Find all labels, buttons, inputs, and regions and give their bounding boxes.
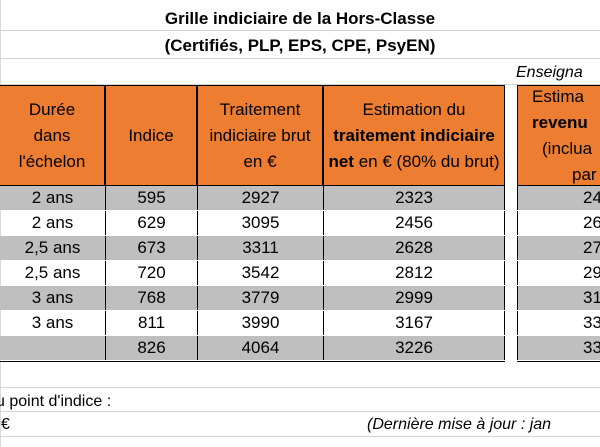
header-duree-text: Durée dans l'échelon <box>18 99 86 171</box>
header-indice-text: Indice <box>128 125 174 145</box>
cell-indice[interactable]: 768 <box>105 286 197 310</box>
grid-line <box>0 436 600 437</box>
cell-net[interactable]: 3226 <box>323 336 505 360</box>
table-row: 3 ans 811 3990 3167 33 <box>0 311 600 335</box>
cell-right[interactable]: 29 <box>517 261 600 285</box>
cell-right[interactable]: 31 <box>517 286 600 310</box>
cell-right[interactable]: 26 <box>517 211 600 235</box>
grid-line <box>0 387 600 388</box>
header-right-l1: Estima <box>532 86 584 106</box>
cell-net[interactable]: 2812 <box>323 261 505 285</box>
cell-indice[interactable]: 826 <box>105 336 197 360</box>
cell-indice[interactable]: 629 <box>105 211 197 235</box>
header-right-text: Estima revenu (inclua par <box>532 86 597 185</box>
header-right: Estima revenu (inclua par <box>517 85 600 186</box>
cell-duree[interactable]: 2 ans <box>31 213 74 232</box>
cell-right[interactable]: 24 <box>517 186 600 210</box>
cell-brut[interactable]: 2927 <box>197 186 323 210</box>
header-right-l2: revenu <box>532 112 588 132</box>
cell-indice[interactable]: 595 <box>105 186 197 210</box>
cell-net[interactable]: 2628 <box>323 236 505 260</box>
cell-brut[interactable]: 3311 <box>197 236 323 260</box>
grid-line <box>0 58 600 59</box>
grid-line <box>0 30 600 31</box>
cell-duree[interactable]: 3 ans <box>31 313 74 332</box>
cell-right[interactable]: 27 <box>517 236 600 260</box>
table-row: 2 ans 629 3095 2456 26 <box>0 211 600 235</box>
header-net-bold: traitement indiciaire net <box>328 125 495 171</box>
table-row: 3 ans 768 3779 2999 31 <box>0 286 600 310</box>
cell-net[interactable]: 3167 <box>323 311 505 335</box>
table-row: 826 4064 3226 33 <box>0 336 600 360</box>
table-row: 2,5 ans 720 3542 2812 29 <box>0 261 600 285</box>
cell-net[interactable]: 2999 <box>323 286 505 310</box>
cell-net[interactable]: 2456 <box>323 211 505 235</box>
cell-duree[interactable]: 2,5 ans <box>0 236 105 260</box>
cell-indice[interactable]: 720 <box>105 261 197 285</box>
cell-right[interactable]: 33 <box>517 336 600 360</box>
grid-line <box>0 411 600 412</box>
right-section-label: Enseigna <box>516 64 583 81</box>
footer-last-update: (Dernière mise à jour : jan <box>367 416 552 433</box>
cell-net[interactable]: 2323 <box>323 186 505 210</box>
header-brut-text: Traitement indiciaire brut en € <box>209 99 311 171</box>
table-border <box>0 361 505 362</box>
header-net-prefix: Estimation du <box>362 99 466 119</box>
cell-indice[interactable]: 811 <box>105 311 197 335</box>
table-border <box>517 361 600 362</box>
header-net-suffix: en € (80% du brut) <box>358 151 500 171</box>
table-row: 2 ans 595 2927 2323 24 <box>0 186 600 210</box>
cell-right[interactable]: 33 <box>517 311 600 335</box>
cell-duree[interactable]: 3 ans <box>0 286 105 310</box>
cell-brut[interactable]: 3542 <box>197 261 323 285</box>
cell-brut[interactable]: 3095 <box>197 211 323 235</box>
footer-euro: € <box>1 416 10 433</box>
header-indice: Indice <box>105 85 197 186</box>
grid-line <box>0 84 600 85</box>
header-right-l3: (inclua <box>542 138 593 158</box>
header-net: Estimation du traitement indiciaire net … <box>323 85 505 186</box>
sheet-title: Grille indiciaire de la Hors-Classe <box>164 9 436 28</box>
sheet-subtitle: (Certifiés, PLP, EPS, CPE, PsyEN) <box>164 36 436 55</box>
cell-duree[interactable]: 2,5 ans <box>24 263 81 282</box>
cell-duree[interactable]: 2 ans <box>0 186 105 210</box>
cell-brut[interactable]: 4064 <box>197 336 323 360</box>
cell-brut[interactable]: 3779 <box>197 286 323 310</box>
cell-duree[interactable] <box>0 336 105 360</box>
table-row: 2,5 ans 673 3311 2628 27 <box>0 236 600 260</box>
header-net-text: Estimation du traitement indiciaire net … <box>327 97 502 175</box>
header-duree: Durée dans l'échelon <box>0 85 105 186</box>
cell-brut[interactable]: 3990 <box>197 311 323 335</box>
header-right-l4: par <box>572 164 597 184</box>
footer-point-indice: u point d'indice : <box>0 393 112 410</box>
cell-indice[interactable]: 673 <box>105 236 197 260</box>
header-brut: Traitement indiciaire brut en € <box>197 85 323 186</box>
